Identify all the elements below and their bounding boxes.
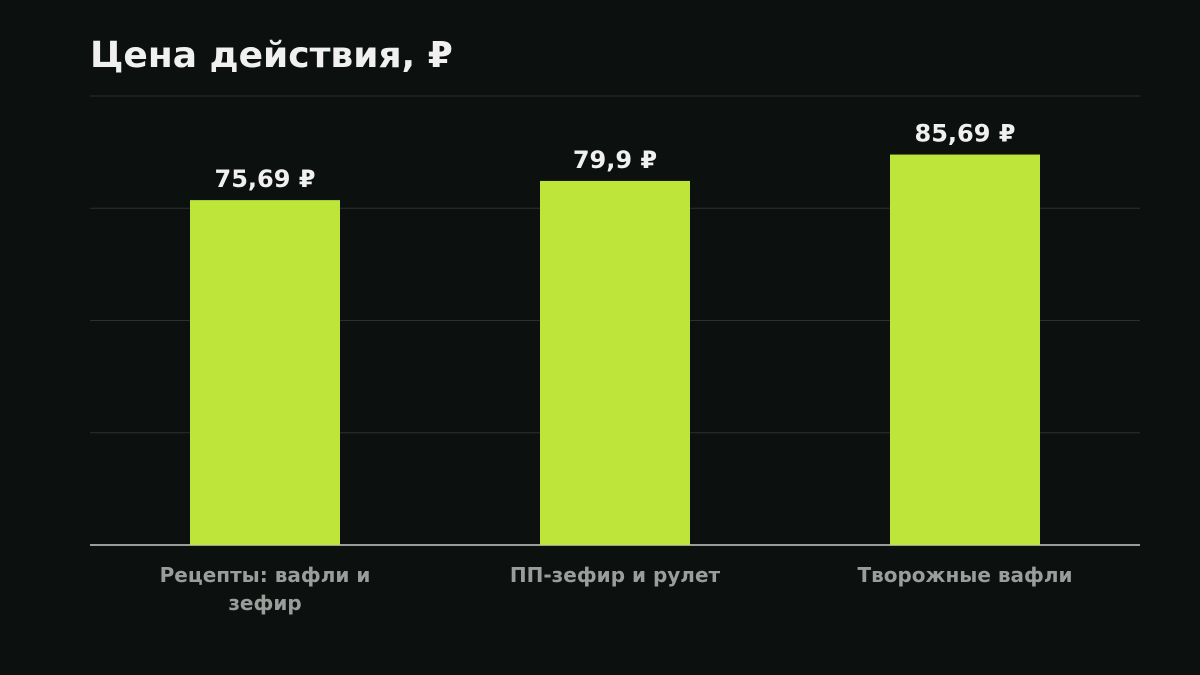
x-tick-label: Рецепты: вафли и зефир xyxy=(159,563,371,615)
bar xyxy=(890,154,1040,546)
chart-title: Цена действия, ₽ xyxy=(90,35,453,76)
x-tick-label: Творожные вафли xyxy=(857,563,1073,587)
value-label: 85,69 ₽ xyxy=(915,120,1016,148)
value-label: 79,9 ₽ xyxy=(573,146,657,174)
value-label: 75,69 ₽ xyxy=(215,165,316,193)
bar xyxy=(190,200,340,545)
bar xyxy=(540,180,690,545)
x-tick-label: ПП-зефир и рулет xyxy=(509,563,721,587)
